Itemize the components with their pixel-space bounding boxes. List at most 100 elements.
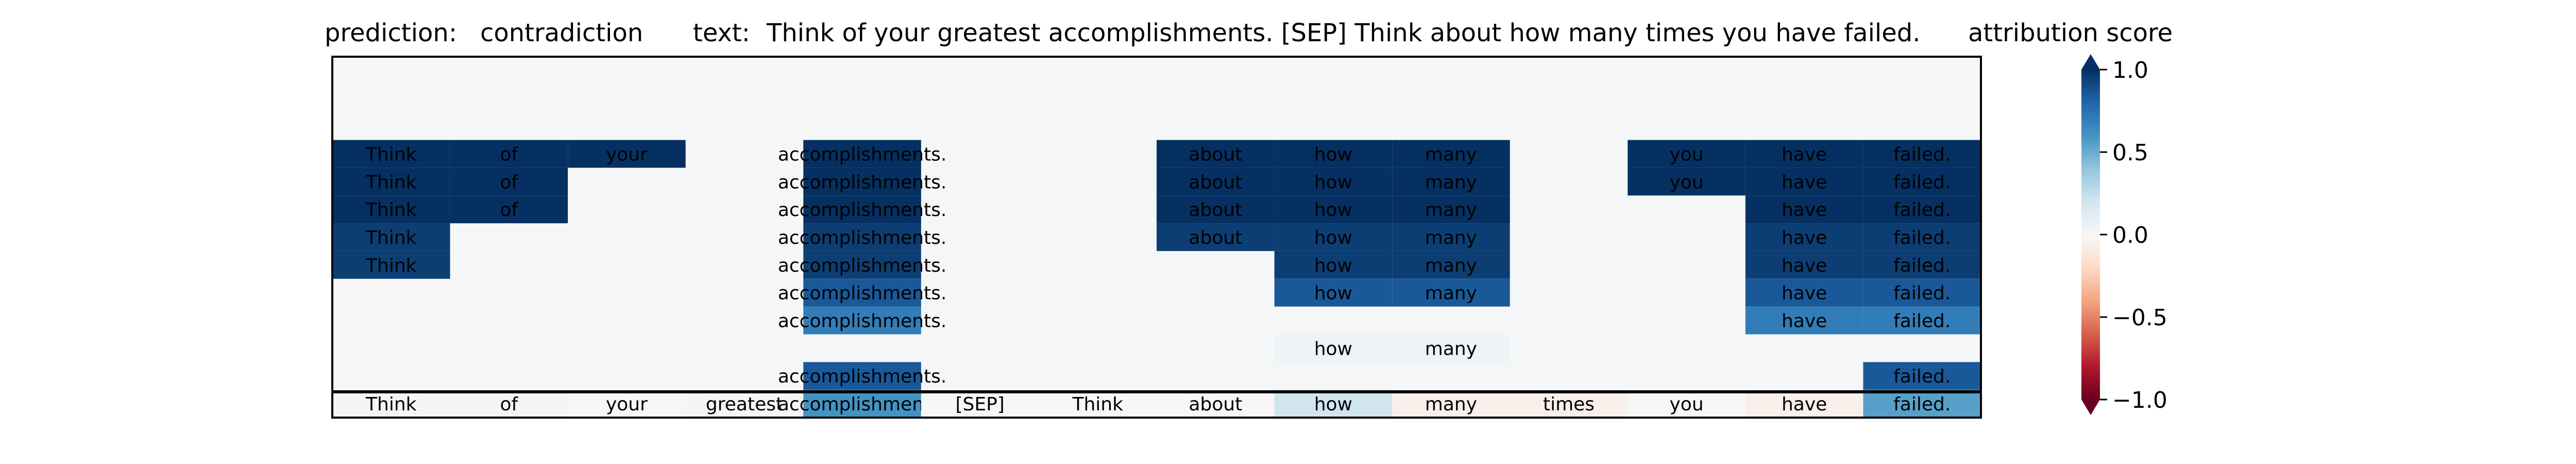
heatmap-cell <box>1157 195 1275 224</box>
text-label: text: <box>693 19 750 47</box>
cell-token-label: Think <box>365 227 417 248</box>
heatmap-cell <box>1274 140 1393 168</box>
heatmap-cell <box>1274 251 1393 279</box>
prediction-label: prediction: <box>325 19 457 47</box>
heatmap-cell <box>1274 390 1393 418</box>
heatmap-cell <box>803 251 921 279</box>
cell-token-label: have <box>1782 144 1827 165</box>
colorbar-tick-label: 0.5 <box>2112 140 2148 166</box>
heatmap-cell <box>332 390 450 418</box>
cell-token-label: accomplishments. <box>778 172 947 193</box>
heatmap-cell <box>1863 362 1981 390</box>
heatmap-cell <box>1745 390 1863 418</box>
cell-token-label: accomplishments. <box>778 366 947 387</box>
colorbar <box>2081 70 2100 400</box>
cell-token-label: Think <box>365 172 417 193</box>
heatmap-cell <box>685 390 804 418</box>
heatmap-cell <box>1745 140 1863 168</box>
cell-token-label: of <box>500 172 519 193</box>
heatmap-cell <box>1392 195 1510 224</box>
cell-token-label: many <box>1425 227 1477 248</box>
cell-token-label: many <box>1425 144 1477 165</box>
heatmap-cell <box>1274 278 1393 307</box>
heatmap-cell <box>450 195 568 224</box>
cell-token-label: Think <box>365 144 417 165</box>
cell-token-label: about <box>1189 172 1242 193</box>
heatmap-cell <box>1274 334 1393 362</box>
heatmap-cells: Think of your accomplishments. about how many y… <box>332 140 1981 418</box>
cell-token-label: failed. <box>1893 227 1951 248</box>
cell-token-label: accomplishments. <box>778 394 947 415</box>
cell-token-label: of <box>500 144 519 165</box>
colorbar-extend-max <box>2081 54 2100 70</box>
cell-token-label: you <box>1669 172 1703 193</box>
cell-token-label: many <box>1425 283 1477 304</box>
colorbar-tick-label: 0.0 <box>2112 222 2148 248</box>
cell-token-label: accomplishments. <box>778 283 947 304</box>
heatmap-cell <box>1392 168 1510 196</box>
cell-token-label: have <box>1782 172 1827 193</box>
heatmap-cell <box>803 278 921 307</box>
heatmap-cell <box>1745 223 1863 251</box>
cell-token-label: your <box>606 144 648 165</box>
cell-token-label: failed. <box>1893 311 1951 332</box>
heatmap-cell <box>332 168 450 196</box>
heatmap-cell <box>803 306 921 335</box>
cell-token-label: Think <box>365 200 417 221</box>
heatmap-cell <box>921 390 1039 418</box>
heatmap-cell <box>1157 223 1275 251</box>
cell-token-label: failed. <box>1893 283 1951 304</box>
cell-token-label: failed. <box>1893 366 1951 387</box>
heatmap-cell <box>568 140 686 168</box>
heatmap-cell <box>1392 278 1510 307</box>
cell-token-label: how <box>1314 200 1352 221</box>
heatmap-cell <box>1745 306 1863 335</box>
heatmap-cell <box>332 251 450 279</box>
heatmap-cell <box>1157 390 1275 418</box>
cell-token-label: how <box>1314 338 1352 359</box>
heatmap-cell <box>450 168 568 196</box>
heatmap-cell <box>1392 140 1510 168</box>
heatmap-cell <box>803 168 921 196</box>
cell-token-label: many <box>1425 394 1477 415</box>
heatmap-cell <box>1392 251 1510 279</box>
heatmap-cell <box>332 195 450 224</box>
heatmap-cell <box>803 362 921 390</box>
colorbar-tick-label: −1.0 <box>2112 387 2167 413</box>
cell-token-label: failed. <box>1893 200 1951 221</box>
heatmap-cell <box>1863 306 1981 335</box>
prediction-value: contradiction <box>480 19 643 47</box>
heatmap-cell <box>450 140 568 168</box>
cell-token-label: failed. <box>1893 255 1951 276</box>
cell-token-label: about <box>1189 227 1242 248</box>
heatmap-cell <box>1628 168 1745 196</box>
heatmap-cell <box>1628 390 1745 418</box>
cell-token-label: have <box>1782 311 1827 332</box>
heatmap-cell <box>1510 390 1628 418</box>
heatmap-cell <box>803 223 921 251</box>
heatmap-cell <box>1863 251 1981 279</box>
cell-token-label: failed. <box>1893 394 1951 415</box>
cell-token-label: your <box>606 394 648 415</box>
heatmap-cell <box>1392 223 1510 251</box>
heatmap-frame <box>331 56 1982 419</box>
cell-token-label: you <box>1669 394 1703 415</box>
heatmap-cell <box>450 390 568 418</box>
cell-token-label: Think <box>1072 394 1123 415</box>
cell-token-label: how <box>1314 394 1352 415</box>
cell-token-label: many <box>1425 200 1477 221</box>
cell-token-label: how <box>1314 172 1352 193</box>
cell-token-label: you <box>1669 144 1703 165</box>
cell-token-label: failed. <box>1893 172 1951 193</box>
cell-token-label: greatest <box>706 394 783 415</box>
heatmap-cell <box>803 390 921 418</box>
heatmap-cell <box>1274 168 1393 196</box>
cell-token-label: accomplishments. <box>778 255 947 276</box>
heatmap-cell <box>1863 140 1981 168</box>
cell-token-label: have <box>1782 227 1827 248</box>
colorbar-tick-label: −0.5 <box>2112 305 2167 331</box>
cell-token-label: accomplishments. <box>778 311 947 332</box>
colorbar-ticks: 1.0 0.5 0.0 −0.5 −1.0 <box>2100 57 2167 413</box>
heatmap-cell <box>1392 334 1510 362</box>
